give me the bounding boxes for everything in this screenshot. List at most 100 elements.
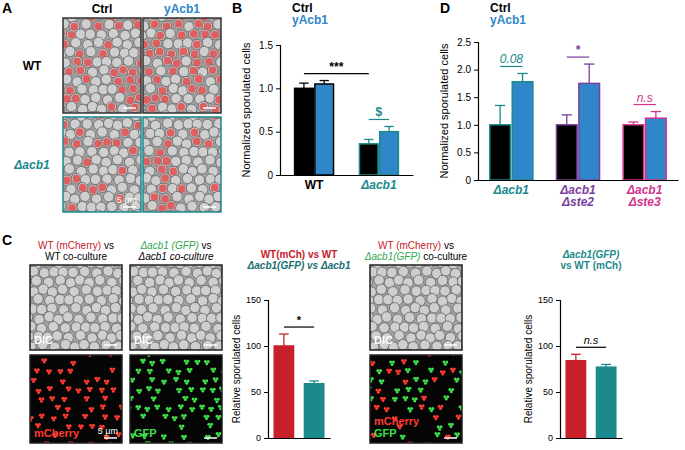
cell [181, 266, 191, 276]
cell [213, 191, 221, 201]
y-tick: 0 [465, 175, 478, 186]
spore [402, 361, 405, 364]
y-tick-label: 150 [538, 295, 553, 305]
significance-line [576, 347, 606, 348]
fluorescent-cell [94, 22, 102, 30]
fluorescent-cell [129, 85, 137, 93]
error-bar-stem [589, 64, 590, 83]
spore [167, 409, 170, 412]
spore [101, 407, 104, 410]
image-border [143, 117, 221, 212]
x-tick-label-line: Δacb1 [493, 183, 530, 197]
spore [201, 407, 204, 410]
spore [100, 390, 103, 393]
fluorescent-cell [151, 20, 159, 28]
spore [455, 380, 458, 383]
y-tick-label: 2.0 [457, 64, 471, 75]
error-bar-stem [303, 83, 304, 88]
spore [131, 380, 134, 383]
image-border [30, 355, 122, 443]
spore [433, 379, 436, 382]
spore [456, 435, 459, 438]
image-border [143, 18, 221, 113]
cell [437, 275, 447, 285]
cell [213, 19, 221, 29]
fluorescent-cell [195, 75, 203, 83]
cell [106, 102, 116, 112]
spore [371, 363, 374, 366]
y-tick: 150 [246, 295, 268, 305]
image-label: GFP [134, 427, 157, 439]
significance-label: $ [376, 105, 383, 119]
fluorescent-cell [79, 184, 87, 192]
fluorescent-cell [211, 31, 219, 39]
chart-title: vs WT (mCh) [560, 260, 621, 271]
fluorescent-cell [115, 22, 123, 30]
cell [189, 29, 199, 39]
x-tick-label: Δacb1Δste2 [559, 183, 596, 209]
cell [75, 127, 85, 137]
fluorescent-cell [63, 137, 68, 145]
image-background [30, 265, 122, 350]
y-axis-line [276, 46, 281, 176]
cell [66, 101, 76, 111]
cell [117, 182, 127, 192]
cell [153, 330, 163, 340]
cell [411, 286, 421, 296]
cell [403, 294, 413, 304]
cell [187, 84, 197, 94]
fluorescent-cell [194, 20, 202, 28]
cell [194, 175, 204, 185]
cell [379, 323, 389, 333]
y-axis-line [474, 43, 479, 181]
x-axis-line [479, 180, 679, 181]
cell [112, 37, 122, 47]
cell [63, 136, 70, 146]
spore [137, 407, 140, 410]
cell [107, 84, 117, 94]
fluorescent-cell [114, 77, 122, 85]
cell [65, 46, 75, 56]
bar-chart: 00.51.01.52.02.5Normalized sporulated ce… [438, 1, 679, 209]
spore [420, 407, 423, 410]
y-tick-mark [556, 392, 560, 393]
cell [134, 37, 141, 47]
error-bar-cap [279, 333, 289, 334]
y-tick: 100 [246, 341, 268, 351]
scale-bar [104, 344, 117, 346]
cell [145, 83, 155, 93]
scale-bar [204, 437, 217, 439]
cell [158, 183, 168, 193]
cell [114, 92, 124, 102]
spore [404, 398, 407, 401]
error-bar-cap [495, 105, 505, 106]
fluorescent-cell [159, 184, 167, 192]
y-axis-line [264, 301, 269, 439]
spore [52, 419, 55, 422]
fluorescent-cell [89, 186, 97, 194]
spore [164, 416, 167, 419]
spore [90, 409, 93, 412]
cell [190, 302, 200, 312]
spore [419, 390, 422, 393]
fluorescent-cell [167, 129, 175, 137]
bar-chart: 00.51.01.5Normalized sporulated cells***… [240, 1, 414, 192]
column-label: Ctrl [92, 2, 113, 16]
text-line: Δacb1 co-culture [137, 251, 214, 262]
significance-label: *** [329, 60, 343, 74]
x-tick-label-line: Δste2 [561, 195, 594, 209]
micrograph: 5 μm [53, 109, 167, 232]
cell [39, 268, 49, 278]
image-background [370, 355, 462, 443]
fluorescent-cell [103, 138, 111, 146]
bar [359, 144, 378, 175]
spore [104, 417, 107, 420]
cell [215, 136, 221, 146]
y-tick-label: 1.5 [259, 40, 273, 51]
fluorescent-cell [191, 128, 199, 136]
error-bar [628, 122, 638, 125]
image-border [63, 117, 141, 212]
spore [445, 397, 448, 400]
spore [156, 407, 159, 410]
y-tick: 1.0 [259, 83, 280, 94]
